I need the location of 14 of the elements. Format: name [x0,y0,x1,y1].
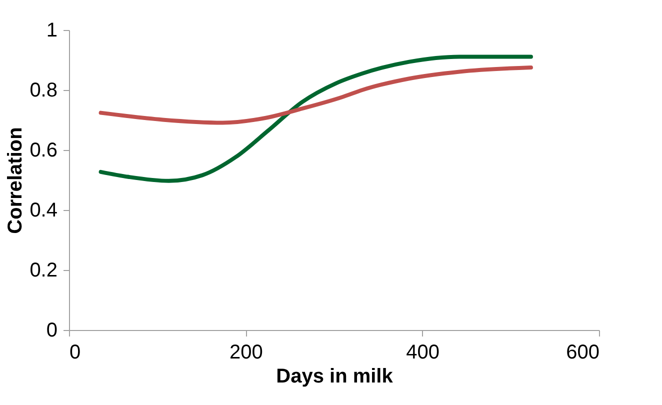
y-tick-label: 0.6 [30,140,58,162]
y-tick-label: 0 [46,320,58,342]
x-tick-label: 600 [566,342,600,364]
x-tick-label: 0 [70,342,81,364]
x-tick-label: 400 [406,342,440,364]
y-tick-label: 0.2 [30,260,58,282]
line-series [98,66,533,125]
x-tick-label: 200 [229,342,263,364]
y-tick-label: 0.4 [30,200,58,222]
y-axis-title: Correlation [4,127,27,234]
line-series [98,54,533,183]
y-tick-label: 1 [46,20,58,42]
x-axis-title: Days in milk [276,366,394,388]
y-tick-label: 0.8 [30,80,58,102]
